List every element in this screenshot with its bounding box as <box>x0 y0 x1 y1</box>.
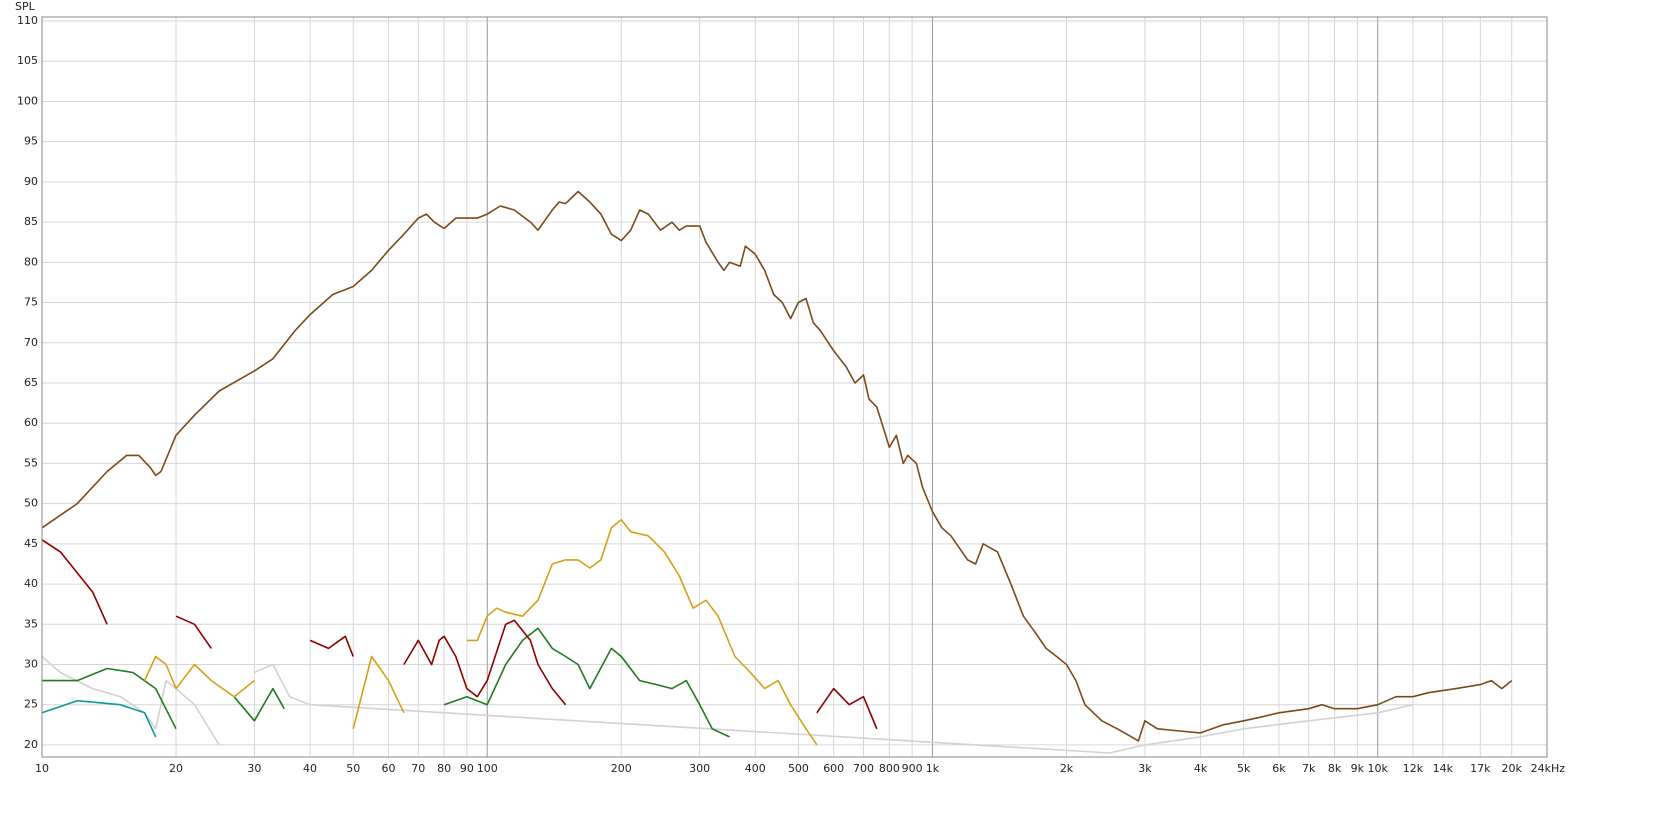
x-tick-label: 200 <box>611 762 632 775</box>
x-tick-label: 50 <box>346 762 360 775</box>
y-tick-label: 65 <box>24 376 38 389</box>
x-tick-label: 30 <box>247 762 261 775</box>
y-tick-label: 105 <box>17 54 38 67</box>
y-tick-label: 25 <box>24 698 38 711</box>
x-tick-label: 14k <box>1433 762 1454 775</box>
x-tick-label: 8k <box>1328 762 1342 775</box>
y-tick-label: 85 <box>24 215 38 228</box>
series-line <box>41 190 1513 742</box>
y-tick-label: 75 <box>24 296 38 309</box>
series-line <box>143 518 818 746</box>
x-tick-label: 17k <box>1470 762 1491 775</box>
y-tick-label: 110 <box>17 14 38 27</box>
x-tick-label: 90 <box>460 762 474 775</box>
x-tick-label: 300 <box>689 762 710 775</box>
y-tick-label: 60 <box>24 416 38 429</box>
x-tick-label: 900 <box>902 762 923 775</box>
y-tick-label: 40 <box>24 577 38 590</box>
x-tick-label: 7k <box>1302 762 1316 775</box>
y-tick-label: 55 <box>24 456 38 469</box>
y-tick-label: 45 <box>24 537 38 550</box>
x-tick-label: 100 <box>477 762 498 775</box>
y-tick-label: 90 <box>24 175 38 188</box>
x-tick-label: 700 <box>853 762 874 775</box>
x-tick-label: 60 <box>381 762 395 775</box>
x-tick-label: 20 <box>169 762 183 775</box>
x-tick-label: 2k <box>1060 762 1074 775</box>
x-tick-label: 1k <box>926 762 940 775</box>
y-tick-label: 95 <box>24 135 38 148</box>
x-tick-label: 40 <box>303 762 317 775</box>
y-tick-label: 100 <box>17 94 38 107</box>
x-tick-label: 9k <box>1351 762 1365 775</box>
y-tick-label: 50 <box>24 497 38 510</box>
x-tick-label: 6k <box>1272 762 1286 775</box>
x-tick-label: 24kHz <box>1531 762 1566 775</box>
y-tick-label: 80 <box>24 255 38 268</box>
x-tick-label: 500 <box>788 762 809 775</box>
plot-border <box>41 16 1548 758</box>
x-tick-label: 70 <box>411 762 425 775</box>
series-line <box>41 539 878 730</box>
y-tick-label: 30 <box>24 658 38 671</box>
series-line <box>42 627 730 738</box>
x-tick-label: 5k <box>1237 762 1251 775</box>
x-tick-label: 10k <box>1368 762 1389 775</box>
x-tick-label: 20k <box>1502 762 1523 775</box>
x-tick-label: 4k <box>1194 762 1208 775</box>
x-tick-label: 400 <box>745 762 766 775</box>
y-axis-label: SPL <box>15 0 36 13</box>
y-tick-label: 35 <box>24 617 38 630</box>
x-tick-label: 600 <box>823 762 844 775</box>
plot-lines <box>41 190 1513 754</box>
x-tick-label: 10 <box>35 762 49 775</box>
x-tick-label: 12k <box>1403 762 1424 775</box>
x-tick-label: 3k <box>1138 762 1152 775</box>
series-line <box>41 699 157 738</box>
x-tick-label: 80 <box>437 762 451 775</box>
x-tick-label: 800 <box>879 762 900 775</box>
y-tick-label: 20 <box>24 738 38 751</box>
y-tick-label: 70 <box>24 336 38 349</box>
grid <box>41 17 1548 757</box>
